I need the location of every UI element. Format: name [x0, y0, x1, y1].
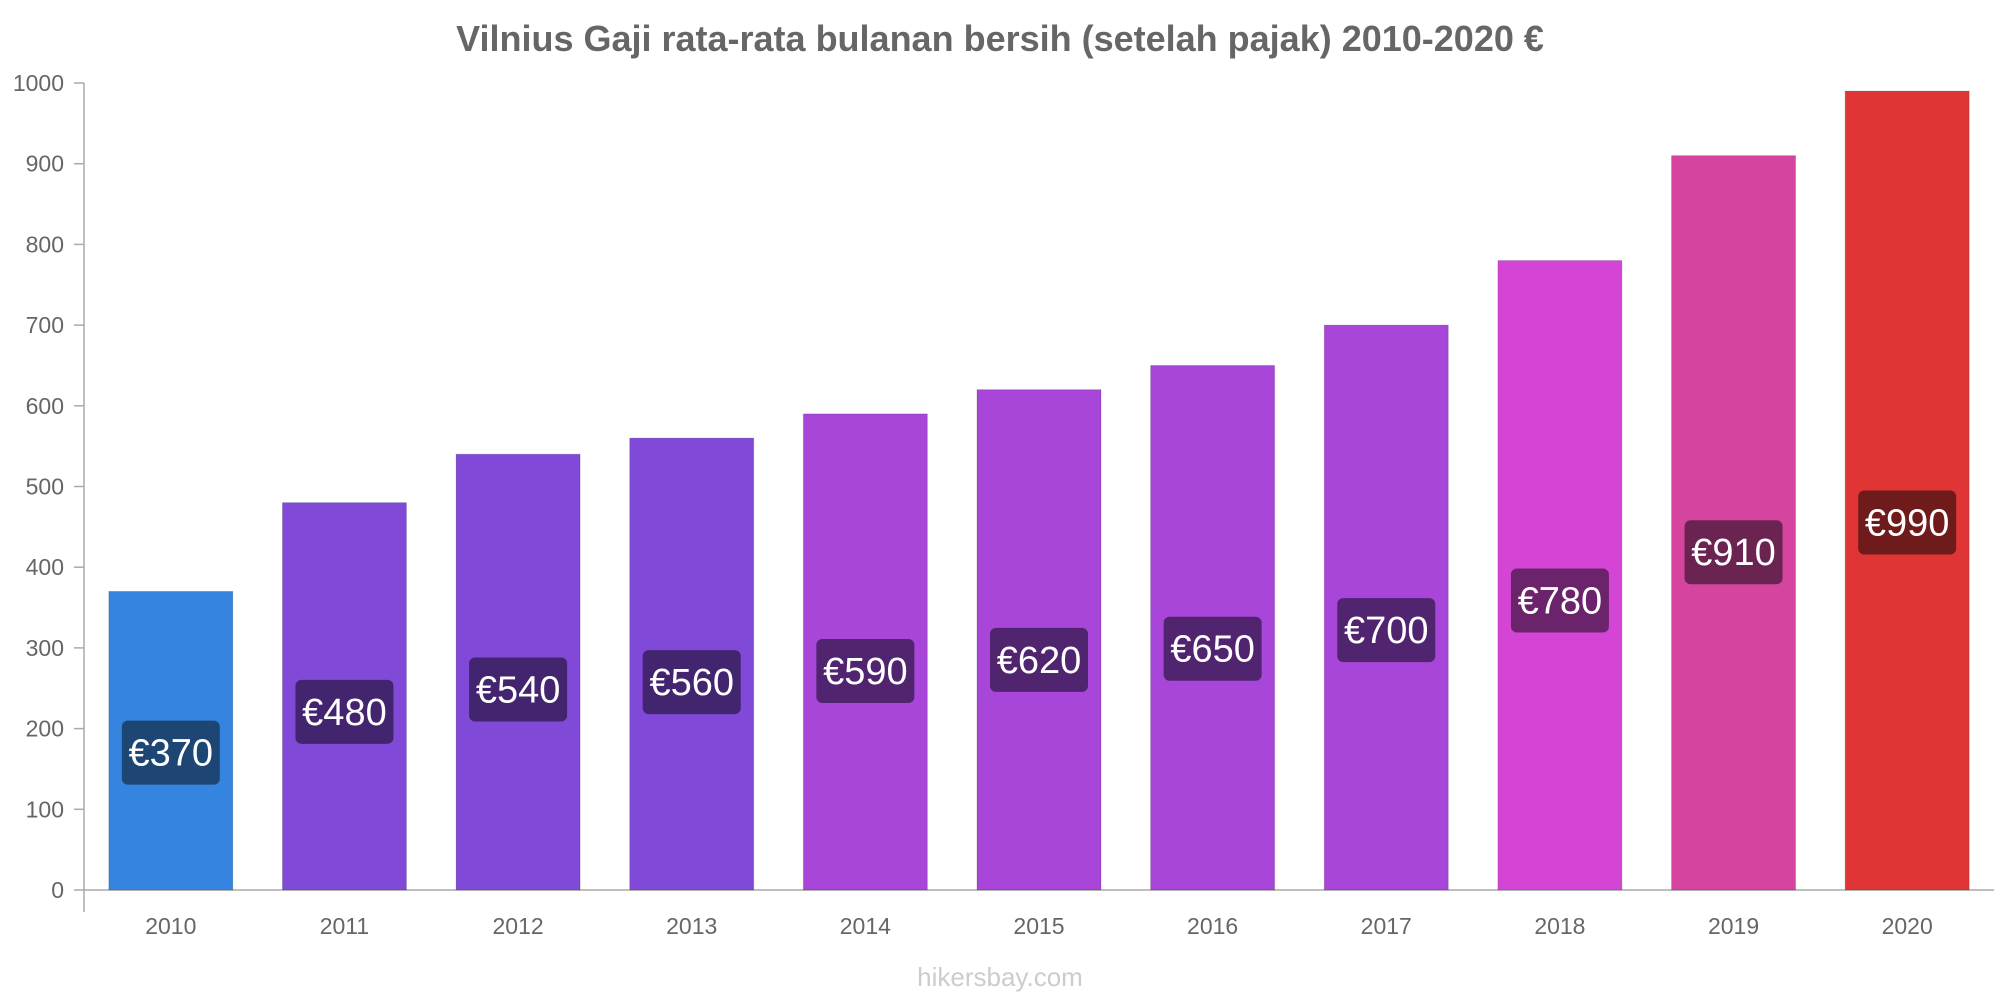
x-tick-label: 2013: [666, 913, 717, 939]
data-label-box: [1858, 490, 1957, 555]
x-tick-label: 2014: [840, 913, 891, 939]
y-tick-label: 1000: [13, 70, 64, 96]
y-tick-label: 600: [26, 393, 64, 419]
y-tick-label: 300: [26, 635, 64, 661]
y-tick-label: 800: [26, 231, 64, 257]
x-tick-label: 2010: [145, 913, 196, 939]
y-tick-label: 200: [26, 716, 64, 742]
data-label-box: [642, 650, 741, 715]
data-label: €560: [649, 662, 734, 704]
y-tick-label: 900: [26, 151, 64, 177]
data-label: €700: [1344, 610, 1429, 652]
x-axis-ticks: 2010 2011 2012 2013 2014 2015 2016 2017 2018 2019…: [145, 913, 1933, 939]
x-tick-label: 2016: [1187, 913, 1238, 939]
data-label: €620: [997, 640, 1082, 682]
data-label-box: [469, 657, 568, 722]
y-tick-label: 0: [51, 877, 64, 903]
data-label-box: [990, 627, 1088, 692]
x-tick-label: 2012: [493, 913, 544, 939]
data-label-box: [1337, 598, 1436, 663]
data-label: €540: [476, 670, 561, 712]
data-label: €780: [1518, 580, 1603, 622]
data-label-box: [816, 638, 915, 703]
y-tick-label: 100: [26, 796, 64, 822]
x-tick-label: 2019: [1708, 913, 1759, 939]
data-label: €990: [1865, 502, 1950, 544]
y-tick-label: 700: [26, 312, 64, 338]
bars: [108, 90, 1970, 891]
data-label-box: [1163, 616, 1262, 681]
chart-title: Vilnius Gaji rata-rata bulanan bersih (s…: [456, 18, 1544, 59]
data-label-box: [1510, 568, 1609, 633]
x-tick-label: 2017: [1361, 913, 1412, 939]
y-tick-label: 500: [26, 474, 64, 500]
x-tick-label: 2018: [1534, 913, 1585, 939]
x-tick-label: 2015: [1013, 913, 1064, 939]
data-label: €370: [129, 733, 214, 775]
x-tick-label: 2011: [320, 913, 369, 939]
y-axis-ticks: 0 100 200 300 400 500 600 700 800 900 1000: [13, 70, 84, 903]
data-label-box: [121, 720, 220, 785]
data-label: €910: [1691, 532, 1776, 574]
x-tick-label: 2020: [1882, 913, 1933, 939]
y-tick-label: 400: [26, 554, 64, 580]
data-label-box: [295, 679, 394, 744]
data-label: €480: [302, 692, 387, 734]
data-label: €590: [823, 651, 908, 693]
data-label-box: [1684, 520, 1783, 585]
watermark: hikersbay.com: [917, 962, 1083, 992]
data-label: €650: [1170, 629, 1255, 671]
data-labels: €370 €480 €540 €560 €590 €620 €650 €700 €780 €910…: [121, 490, 1957, 785]
